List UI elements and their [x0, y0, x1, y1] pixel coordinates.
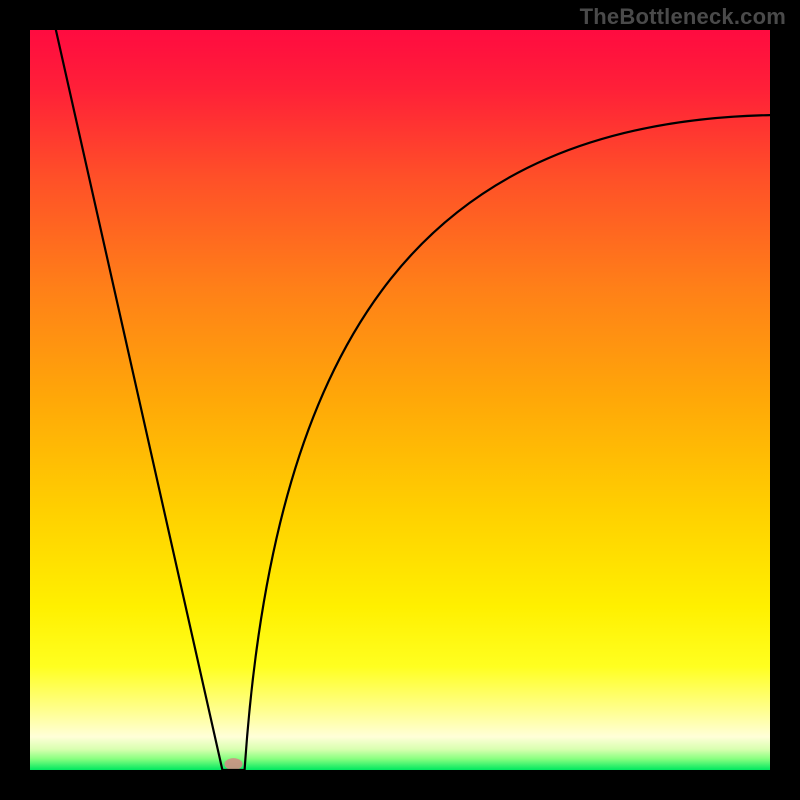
watermark-text: TheBottleneck.com: [580, 4, 786, 30]
minimum-marker: [225, 758, 243, 770]
plot-area: [30, 30, 770, 770]
bottleneck-curve: [30, 30, 770, 770]
chart-frame: TheBottleneck.com: [0, 0, 800, 800]
curve-path: [56, 30, 770, 770]
